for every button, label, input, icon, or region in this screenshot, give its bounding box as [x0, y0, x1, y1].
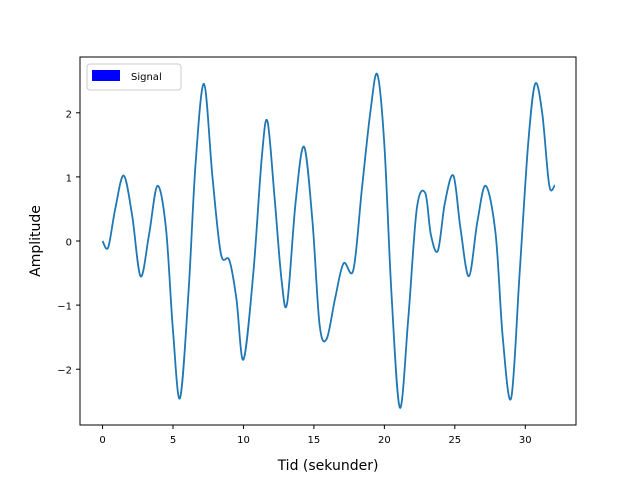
y-tick-label: 0	[66, 238, 72, 249]
x-axis-title: Tid (sekunder)	[277, 458, 379, 474]
x-tick-label: 10	[237, 435, 250, 446]
legend: Signal	[86, 63, 182, 91]
y-axis-ticks: −2 −1 0 1 2	[57, 109, 80, 377]
x-tick-label: 30	[519, 435, 532, 446]
legend-swatch-signal	[92, 70, 120, 81]
y-axis-title: Amplitude	[28, 205, 44, 277]
series-layer	[101, 72, 556, 409]
legend-label-signal: Signal	[131, 72, 162, 83]
x-tick-label: 5	[170, 435, 176, 446]
y-tick-label: −1	[57, 302, 72, 313]
y-tick-label: 2	[66, 109, 72, 120]
x-tick-label: 25	[448, 435, 461, 446]
x-tick-label: 15	[308, 435, 321, 446]
series-line-signal	[101, 72, 556, 409]
y-tick-label: 1	[66, 173, 72, 184]
x-axis-ticks: 0 5 10 15 20 25 30	[99, 425, 532, 446]
plot-frame	[79, 56, 577, 426]
y-tick-label: −2	[57, 366, 72, 377]
x-tick-label: 0	[99, 435, 105, 446]
x-tick-label: 20	[378, 435, 391, 446]
